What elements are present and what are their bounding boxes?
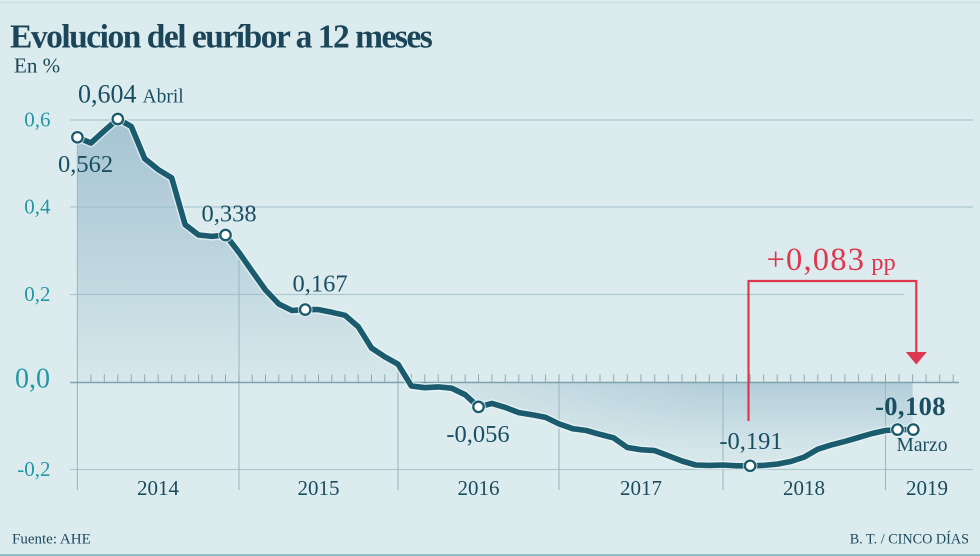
svg-text:2017: 2017	[620, 476, 662, 500]
svg-text:Fuente: AHE: Fuente: AHE	[12, 532, 91, 548]
svg-text:0,0: 0,0	[15, 364, 50, 395]
svg-text:-0,2: -0,2	[17, 457, 50, 481]
svg-text:2019: 2019	[906, 476, 948, 500]
svg-text:0,4: 0,4	[24, 195, 51, 219]
svg-text:0,6: 0,6	[24, 108, 50, 132]
svg-text:0,338: 0,338	[201, 201, 256, 228]
svg-text:En %: En %	[14, 54, 60, 78]
svg-text:0,604: 0,604	[78, 80, 137, 109]
svg-text:Evolucion del euríbor a 12 mes: Evolucion del euríbor a 12 meses	[10, 19, 433, 56]
svg-text:-0,191: -0,191	[719, 428, 782, 455]
svg-text:0,562: 0,562	[58, 151, 113, 178]
svg-text:-0,108: -0,108	[875, 391, 946, 421]
svg-text:-0,056: -0,056	[446, 421, 509, 448]
svg-text:0,2: 0,2	[24, 282, 50, 306]
svg-text:Abril: Abril	[143, 87, 185, 108]
svg-text:2015: 2015	[298, 476, 340, 500]
svg-text:B. T. / CINCO DÍAS: B. T. / CINCO DÍAS	[850, 531, 969, 548]
svg-text:Marzo: Marzo	[897, 435, 948, 456]
svg-text:2018: 2018	[783, 476, 825, 500]
svg-text:2014: 2014	[137, 476, 180, 500]
svg-text:0,167: 0,167	[292, 271, 347, 298]
svg-text:2016: 2016	[458, 476, 500, 500]
